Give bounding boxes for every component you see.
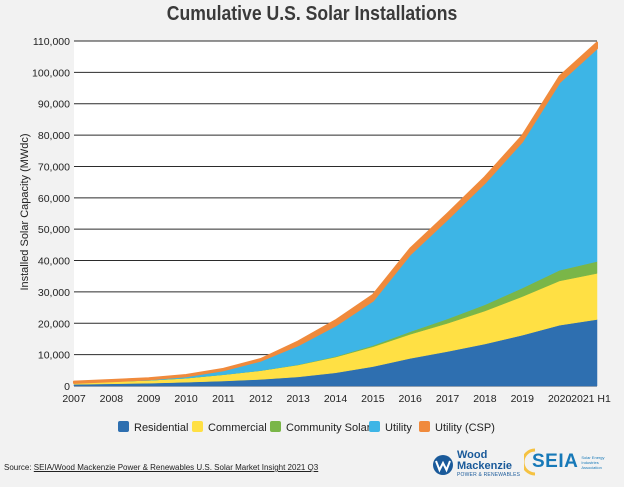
y-tick-label: 30,000 xyxy=(38,287,70,299)
y-tick-label: 100,000 xyxy=(32,67,70,79)
x-tick-label: 2015 xyxy=(361,393,385,405)
y-axis-label: Installed Solar Capacity (MWdc) xyxy=(19,133,31,290)
seia-logo: SEIA Solar Energy Industries Association xyxy=(524,448,613,476)
x-tick-label: 2021 H1 xyxy=(571,393,611,405)
chart-title: Cumulative U.S. Solar Installations xyxy=(166,3,458,25)
seia-full-name: Solar Energy Industries Association xyxy=(581,454,605,470)
y-tick-label: 80,000 xyxy=(38,130,70,142)
y-tick-label: 10,000 xyxy=(38,350,70,362)
wood-mackenzie-name-line2: Mackenzie xyxy=(457,460,513,472)
x-tick-label: 2016 xyxy=(399,393,423,405)
y-tick-label: 70,000 xyxy=(38,161,70,173)
legend-swatch xyxy=(192,421,203,432)
legend-label: Residential xyxy=(134,422,188,434)
x-tick-label: 2010 xyxy=(174,393,198,405)
y-tick-label: 20,000 xyxy=(38,318,70,330)
wood-mackenzie-tagline: POWER & RENEWABLES xyxy=(457,472,521,478)
legend-swatch xyxy=(270,421,281,432)
area-utility-csp xyxy=(73,41,598,384)
legend-swatch xyxy=(419,421,430,432)
legend-item[interactable]: Utility (CSP) xyxy=(419,421,495,434)
legend-item[interactable]: Community Solar xyxy=(270,421,371,434)
x-tick-label: 2020 xyxy=(548,393,572,405)
legend-label: Utility xyxy=(385,422,412,434)
legend-swatch xyxy=(369,421,380,432)
seia-name: SEIA xyxy=(532,451,579,472)
y-tick-label: 60,000 xyxy=(38,193,70,205)
y-tick-label: 90,000 xyxy=(38,99,70,111)
y-tick-label: 0 xyxy=(64,381,70,393)
x-tick-label: 2019 xyxy=(511,393,535,405)
wood-mackenzie-logo: Wood Mackenzie POWER & RENEWABLES xyxy=(432,450,520,479)
x-tick-label: 2008 xyxy=(100,393,124,405)
legend-item[interactable]: Commercial xyxy=(192,421,267,434)
y-tick-label: 110,000 xyxy=(33,36,70,48)
x-tick-label: 2013 xyxy=(286,393,310,405)
legend-swatch xyxy=(118,421,129,432)
x-tick-label: 2007 xyxy=(62,393,86,405)
source-prefix: Source: xyxy=(4,463,34,472)
wood-mackenzie-emblem-icon xyxy=(433,454,453,475)
x-tick-label: 2009 xyxy=(137,393,161,405)
wood-mackenzie-name-line1: Wood xyxy=(457,449,488,461)
legend-item[interactable]: Residential xyxy=(118,421,188,434)
x-tick-label: 2012 xyxy=(249,393,273,405)
legend-label: Community Solar xyxy=(286,422,371,434)
y-tick-label: 40,000 xyxy=(38,256,70,268)
x-tick-label: 2014 xyxy=(324,393,348,405)
sun-arc-icon xyxy=(524,448,536,476)
x-tick-label: 2017 xyxy=(436,393,460,405)
x-tick-label: 2011 xyxy=(212,393,235,405)
legend-label: Commercial xyxy=(208,422,267,434)
legend-label: Utility (CSP) xyxy=(435,422,495,434)
legend-item[interactable]: Utility xyxy=(369,421,412,434)
x-tick-label: 2018 xyxy=(473,393,497,405)
y-tick-label: 50,000 xyxy=(38,224,70,236)
source-note: Source: SEIA/Wood Mackenzie Power & Rene… xyxy=(4,463,318,472)
source-link[interactable]: SEIA/Wood Mackenzie Power & Renewables U… xyxy=(33,463,319,472)
